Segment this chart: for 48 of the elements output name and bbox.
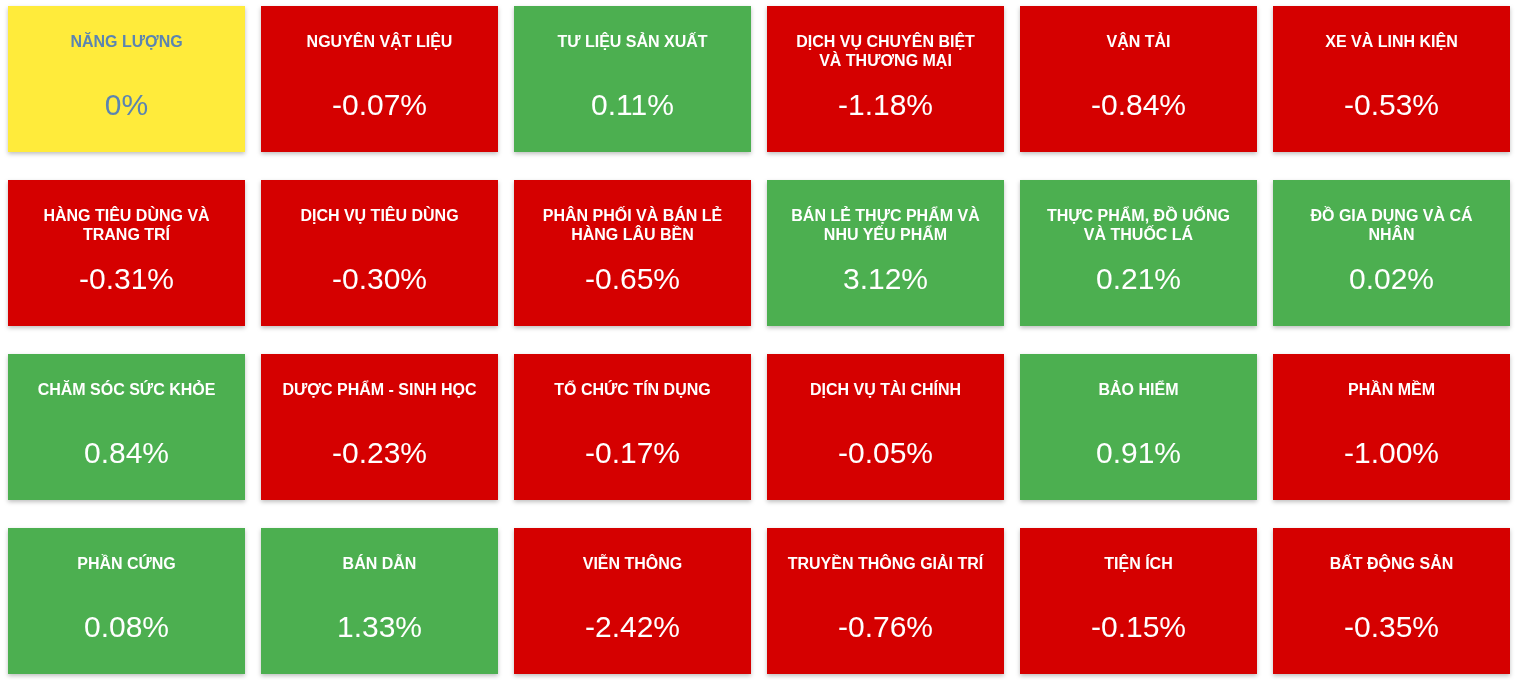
category-label: NĂNG LƯỢNG (70, 32, 183, 51)
category-label: ĐỒ GIA DỤNG VÀ CÁ NHÂN (1310, 206, 1473, 244)
category-label: BÁN LẺ THỰC PHẨM VÀ NHU YẾU PHẨM (791, 206, 981, 244)
data-label: -0.23% (331, 436, 428, 470)
category-label: TƯ LIỆU SẢN XUẤT (557, 32, 708, 51)
category-label: PHẦN MỀM (1347, 380, 1436, 399)
data-label: -2.42% (584, 610, 681, 644)
category-label: THỰC PHẨM, ĐỒ UỐNG VÀ THUỐC LÁ (1046, 205, 1231, 244)
data-label: -0.31% (78, 262, 175, 296)
category-label: XE VÀ LINH KIỆN (1325, 32, 1458, 51)
data-label: -0.84% (1090, 88, 1187, 122)
category-label: NGUYÊN VẬT LIỆU (306, 32, 453, 51)
category-label: VIỄN THÔNG (582, 554, 683, 573)
category-label: DƯỢC PHẨM - SINH HỌC (282, 380, 477, 399)
category-label: BÁN DẪN (342, 554, 417, 573)
category-label: PHÂN PHỐI VÀ BÁN LẺ HÀNG LÂU BỀN (542, 205, 723, 244)
category-label: PHẦN CỨNG (77, 554, 176, 573)
category-label: VẬN TẢI (1106, 32, 1171, 51)
category-label: TỔ CHỨC TÍN DỤNG (554, 380, 711, 399)
data-label: -0.15% (1090, 610, 1187, 644)
data-label: 0.11% (591, 88, 674, 122)
category-label: DỊCH VỤ TIÊU DÙNG (300, 206, 459, 225)
data-label: 1.33% (336, 610, 423, 644)
data-label: -0.76% (837, 610, 934, 644)
category-label: CHĂM SÓC SỨC KHỎE (37, 380, 216, 399)
category-label: BẢO HIỂM (1098, 380, 1179, 399)
category-label: BẤT ĐỘNG SẢN (1329, 554, 1454, 573)
data-label: 0.08% (83, 610, 170, 644)
category-label: TIỆN ÍCH (1104, 554, 1173, 573)
data-label: 0.02% (1348, 262, 1435, 296)
data-label: 0.91% (1095, 436, 1182, 470)
data-label: -0.35% (1343, 610, 1440, 644)
data-label: -1.18% (837, 88, 934, 122)
data-label: -0.07% (331, 88, 428, 122)
data-label: -0.17% (584, 436, 681, 470)
category-label: DỊCH VỤ TÀI CHÍNH (809, 380, 962, 399)
category-label: TRUYỀN THÔNG GIẢI TRÍ (787, 554, 984, 573)
data-label: 0.21% (1095, 262, 1182, 296)
data-label: 0.84% (83, 436, 170, 470)
category-label: HÀNG TIÊU DÙNG VÀ TRANG TRÍ (43, 206, 211, 244)
data-label: -0.65% (584, 262, 681, 296)
data-label: -0.30% (331, 262, 428, 296)
data-label: -0.53% (1343, 88, 1440, 122)
data-label: 0% (104, 88, 149, 122)
data-label: -0.05% (837, 436, 934, 470)
category-label: DỊCH VỤ CHUYÊN BIỆT VÀ THƯƠNG MẠI (796, 32, 976, 70)
data-label: -1.00% (1343, 436, 1440, 470)
data-label: 3.12% (842, 262, 929, 296)
